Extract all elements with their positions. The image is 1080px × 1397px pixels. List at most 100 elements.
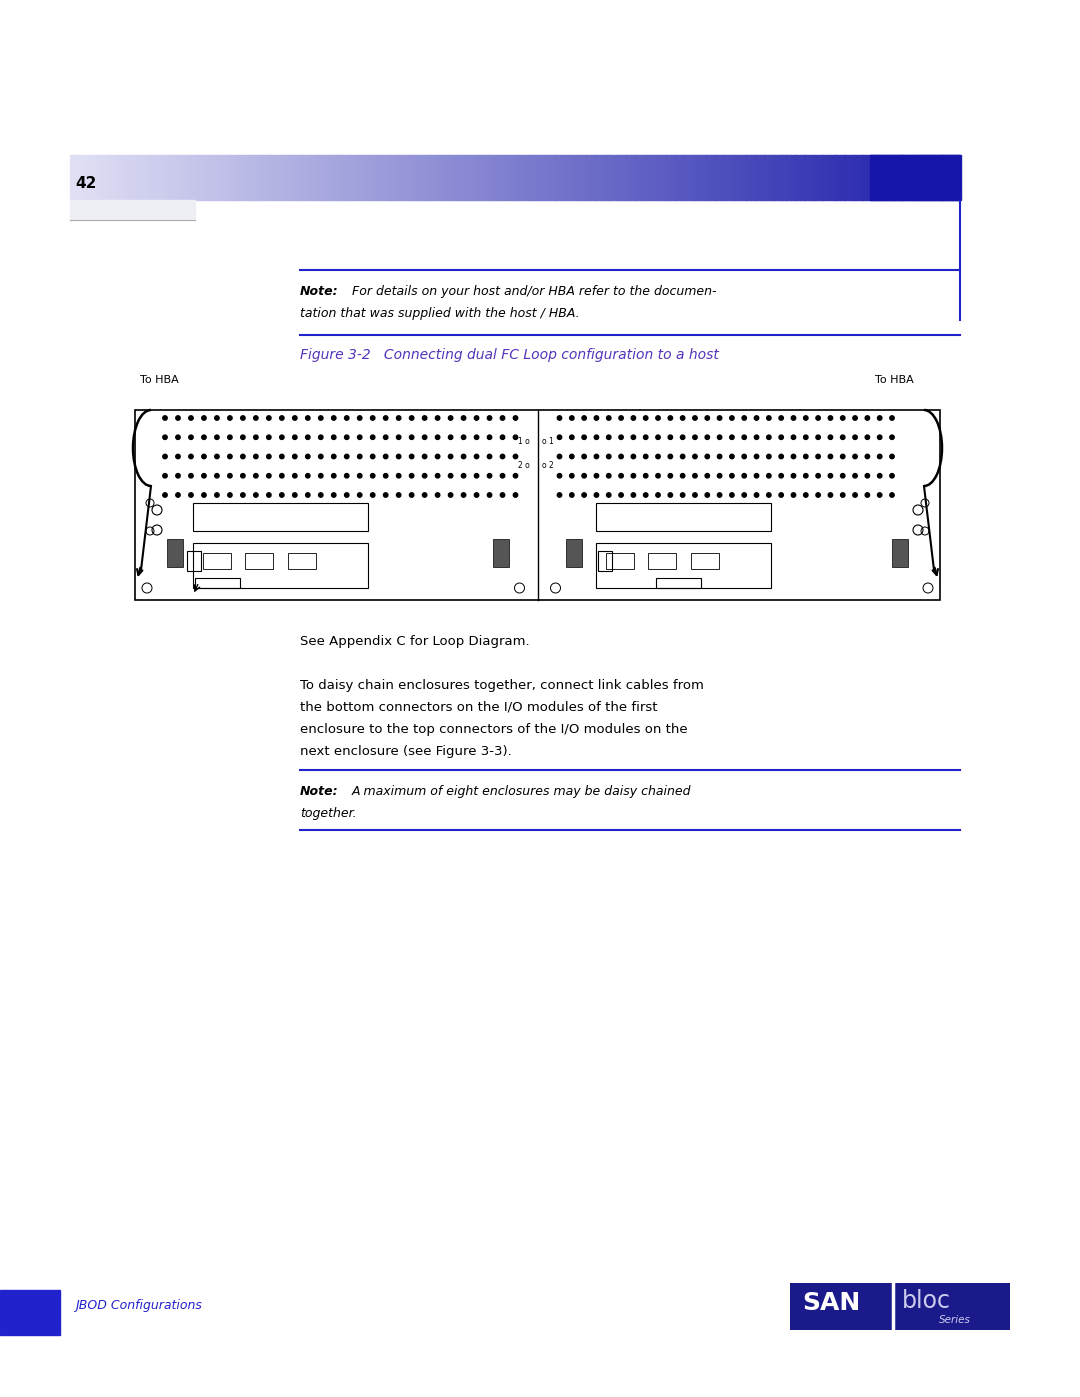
Circle shape — [500, 493, 504, 497]
Circle shape — [742, 493, 746, 497]
Bar — [818, 155, 823, 200]
Text: o 1: o 1 — [542, 437, 554, 447]
Bar — [203, 155, 208, 200]
Circle shape — [890, 434, 894, 440]
Bar — [725, 155, 729, 200]
Bar — [805, 155, 809, 200]
Circle shape — [742, 434, 746, 440]
Circle shape — [280, 454, 284, 458]
Bar — [333, 155, 337, 200]
Bar — [532, 155, 538, 200]
Bar — [631, 155, 636, 200]
Bar — [350, 155, 355, 200]
Bar — [929, 155, 934, 200]
Circle shape — [202, 434, 206, 440]
Circle shape — [487, 454, 491, 458]
Text: For details on your host and/or HBA refer to the documen-: For details on your host and/or HBA refe… — [352, 285, 716, 298]
Circle shape — [345, 434, 349, 440]
Bar — [639, 155, 645, 200]
Bar — [800, 155, 805, 200]
Circle shape — [500, 474, 504, 478]
Bar — [306, 155, 311, 200]
Circle shape — [345, 493, 349, 497]
Circle shape — [607, 434, 611, 440]
Circle shape — [189, 454, 193, 458]
Bar — [284, 155, 288, 200]
Circle shape — [370, 474, 375, 478]
Bar — [653, 155, 658, 200]
Circle shape — [717, 434, 721, 440]
Circle shape — [890, 454, 894, 458]
Circle shape — [461, 416, 465, 420]
Bar — [591, 155, 595, 200]
Bar — [377, 155, 382, 200]
Bar — [167, 539, 183, 567]
Bar — [87, 155, 93, 200]
Bar — [413, 155, 418, 200]
Bar — [480, 155, 484, 200]
Circle shape — [669, 454, 673, 458]
Circle shape — [669, 474, 673, 478]
Bar — [368, 155, 373, 200]
Circle shape — [357, 434, 362, 440]
Circle shape — [692, 474, 698, 478]
Bar — [461, 155, 467, 200]
Bar — [751, 155, 756, 200]
Bar — [150, 155, 156, 200]
Text: SAN: SAN — [802, 1291, 861, 1315]
Bar — [537, 155, 542, 200]
Bar — [746, 155, 752, 200]
Circle shape — [474, 454, 478, 458]
Circle shape — [828, 416, 833, 420]
Circle shape — [409, 454, 414, 458]
Bar — [789, 1282, 1010, 1330]
Bar — [572, 155, 578, 200]
Bar — [826, 155, 832, 200]
Bar — [853, 155, 859, 200]
Circle shape — [500, 454, 504, 458]
Circle shape — [804, 493, 808, 497]
Circle shape — [435, 474, 440, 478]
Circle shape — [461, 454, 465, 458]
Bar — [635, 155, 640, 200]
Circle shape — [705, 493, 710, 497]
Circle shape — [582, 416, 586, 420]
Circle shape — [619, 434, 623, 440]
Circle shape — [500, 416, 504, 420]
Bar — [279, 155, 284, 200]
Bar — [555, 155, 561, 200]
Circle shape — [409, 416, 414, 420]
Circle shape — [461, 434, 465, 440]
Circle shape — [241, 416, 245, 420]
Circle shape — [742, 416, 746, 420]
Circle shape — [767, 416, 771, 420]
Circle shape — [669, 416, 673, 420]
Circle shape — [280, 474, 284, 478]
Circle shape — [422, 474, 427, 478]
Circle shape — [396, 454, 401, 458]
Circle shape — [804, 454, 808, 458]
Bar — [858, 155, 863, 200]
Circle shape — [409, 474, 414, 478]
Bar — [885, 155, 889, 200]
Bar — [813, 155, 819, 200]
Bar — [893, 155, 899, 200]
Circle shape — [513, 434, 517, 440]
Circle shape — [293, 454, 297, 458]
Circle shape — [656, 474, 660, 478]
Bar — [662, 155, 666, 200]
Bar — [137, 155, 141, 200]
Text: together.: together. — [300, 807, 356, 820]
Circle shape — [474, 474, 478, 478]
Bar — [786, 155, 792, 200]
Circle shape — [815, 416, 821, 420]
Bar — [648, 553, 675, 569]
Text: To HBA: To HBA — [875, 374, 914, 386]
Text: Note:: Note: — [300, 785, 339, 798]
Circle shape — [422, 416, 427, 420]
Circle shape — [293, 434, 297, 440]
Circle shape — [717, 454, 721, 458]
Circle shape — [594, 434, 598, 440]
Bar — [386, 155, 391, 200]
Bar — [606, 553, 634, 569]
